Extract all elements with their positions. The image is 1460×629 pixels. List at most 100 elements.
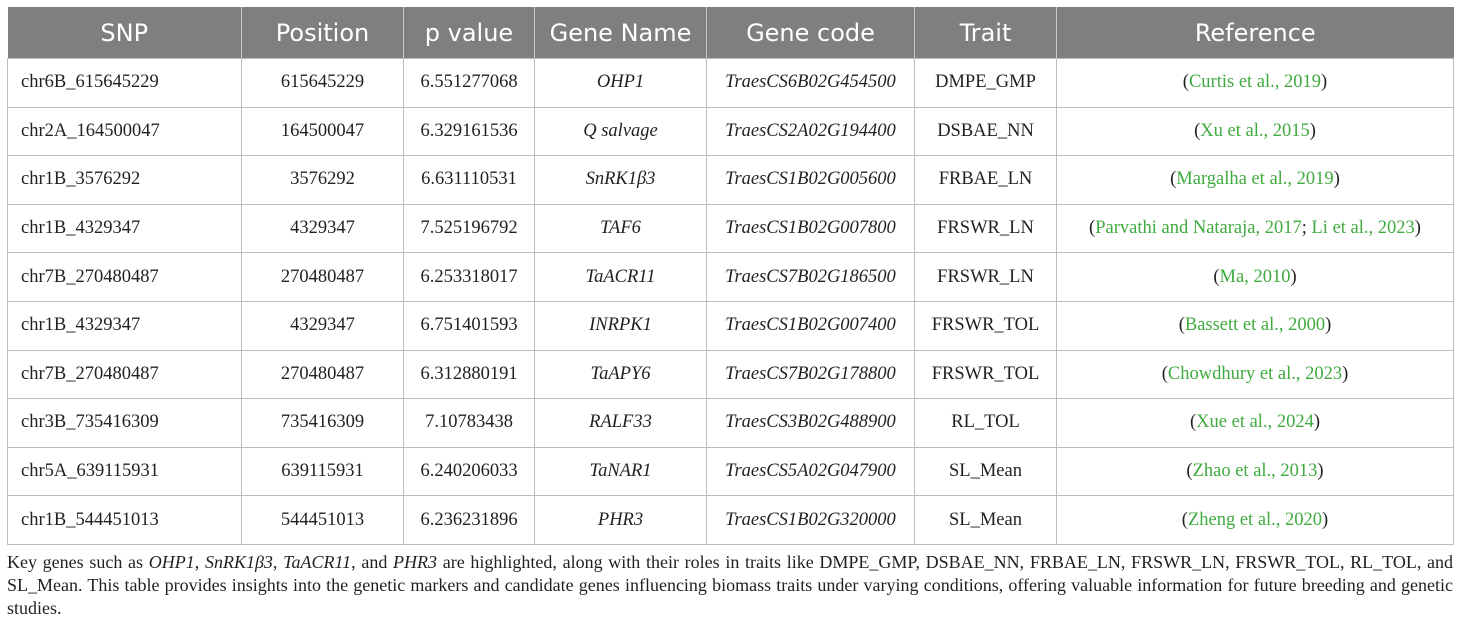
- position-cell: 164500047: [241, 106, 404, 157]
- paren-close: ): [1342, 363, 1349, 384]
- paren-open: (: [1186, 461, 1193, 482]
- header-p-value: p value: [403, 7, 535, 59]
- gene-code-cell: TraesCS7B02G186500: [706, 252, 915, 302]
- snp-cell: chr6B_615645229: [7, 58, 242, 108]
- gene-name-cell: OHP1: [534, 58, 707, 108]
- citation-link[interactable]: Zheng et al., 2020: [1187, 509, 1323, 530]
- snp-gene-table: SNP Position p value Gene Name Gene code…: [7, 7, 1454, 545]
- header-gene-code: Gene code: [706, 7, 915, 59]
- trait-cell: FRSWR_LN: [914, 203, 1057, 254]
- table-row: chr1B_3576292 3576292 6.631110531 SnRK1β3 Tr…: [7, 155, 1454, 205]
- reference-cell: (Parvathi and Nataraja, 2017; Li et al.,…: [1056, 203, 1454, 254]
- paren-open: (: [1089, 218, 1096, 239]
- paren-open: (: [1181, 509, 1188, 530]
- paren-open: (: [1161, 363, 1168, 384]
- gene-name-cell: Q salvage: [534, 106, 707, 157]
- reference-cell: (Margalha et al., 2019): [1056, 155, 1454, 205]
- p-value-cell: 6.312880191: [403, 349, 535, 400]
- paren-close: ): [1333, 169, 1340, 190]
- paren-close: ): [1290, 266, 1297, 287]
- paren-open: (: [1213, 266, 1220, 287]
- gene-name-cell: TAF6: [534, 203, 707, 254]
- paren-close: ): [1325, 315, 1332, 336]
- paren-close: ): [1313, 412, 1320, 433]
- table-row: chr6B_615645229 615645229 6.551277068 OHP1 T…: [7, 58, 1454, 108]
- trait-cell: DMPE_GMP: [914, 58, 1057, 108]
- p-value-cell: 6.329161536: [403, 106, 535, 157]
- citation-link[interactable]: Parvathi and Nataraja, 2017: [1095, 218, 1302, 239]
- paren-close: ): [1309, 120, 1316, 141]
- gene-code-cell: TraesCS6B02G454500: [706, 58, 915, 108]
- reference-cell: (Xue et al., 2024): [1056, 398, 1454, 448]
- gene-name-cell: TaACR11: [534, 252, 707, 302]
- table-caption: Key genes such as OHP1, SnRK1β3, TaACR11…: [7, 551, 1453, 620]
- snp-cell: chr1B_544451013: [7, 495, 242, 545]
- caption-gene-3: TaACR11: [283, 552, 352, 572]
- caption-gene-1: OHP1: [148, 552, 195, 572]
- snp-cell: chr5A_639115931: [7, 446, 242, 497]
- p-value-cell: 7.525196792: [403, 203, 535, 254]
- paren-close: ): [1317, 461, 1324, 482]
- snp-cell: chr1B_4329347: [7, 203, 242, 254]
- caption-sep: ,: [272, 552, 284, 572]
- table-row: chr5A_639115931 639115931 6.240206033 TaNAR…: [7, 446, 1454, 497]
- header-row: SNP Position p value Gene Name Gene code…: [7, 7, 1454, 59]
- table-row: chr2A_164500047 164500047 6.329161536 Q sal…: [7, 106, 1454, 157]
- p-value-cell: 6.751401593: [403, 300, 535, 351]
- gene-name-cell: TaAPY6: [534, 349, 707, 400]
- caption-rest: are highlighted, along with their roles …: [7, 552, 1454, 618]
- gene-name-cell: PHR3: [534, 495, 707, 545]
- citation-separator: ;: [1301, 218, 1312, 239]
- trait-cell: SL_Mean: [914, 446, 1057, 497]
- citation-link[interactable]: Li et al., 2023: [1311, 218, 1415, 239]
- table-row: chr1B_4329347 4329347 7.525196792 TAF6 Traes…: [7, 203, 1454, 254]
- paren-open: (: [1178, 315, 1185, 336]
- reference-cell: (Curtis et al., 2019): [1056, 58, 1454, 108]
- citation-link[interactable]: Curtis et al., 2019: [1188, 72, 1322, 93]
- citation-link[interactable]: Bassett et al., 2000: [1184, 315, 1326, 336]
- position-cell: 4329347: [241, 300, 404, 351]
- table-container: SNP Position p value Gene Name Gene code…: [7, 7, 1454, 545]
- position-cell: 735416309: [241, 398, 404, 448]
- citation-link[interactable]: Xue et al., 2024: [1196, 412, 1314, 433]
- reference-cell: (Zheng et al., 2020): [1056, 495, 1454, 545]
- citation-link[interactable]: Chowdhury et al., 2023: [1167, 363, 1343, 384]
- gene-name-cell: SnRK1β3: [534, 155, 707, 205]
- table-row: chr7B_270480487 270480487 6.253318017 TaACR…: [7, 252, 1454, 302]
- position-cell: 3576292: [241, 155, 404, 205]
- gene-code-cell: TraesCS1B02G007800: [706, 203, 915, 254]
- reference-cell: (Ma, 2010): [1056, 252, 1454, 302]
- citation-link[interactable]: Margalha et al., 2019: [1176, 169, 1334, 190]
- trait-cell: FRSWR_TOL: [914, 300, 1057, 351]
- snp-cell: chr3B_735416309: [7, 398, 242, 448]
- table-row: chr1B_544451013 544451013 6.236231896 PHR3 T…: [7, 495, 1454, 545]
- snp-cell: chr1B_3576292: [7, 155, 242, 205]
- citation-link[interactable]: Zhao et al., 2013: [1192, 461, 1318, 482]
- gene-code-cell: TraesCS7B02G178800: [706, 349, 915, 400]
- header-reference: Reference: [1056, 7, 1454, 59]
- p-value-cell: 6.631110531: [403, 155, 535, 205]
- trait-cell: FRSWR_TOL: [914, 349, 1057, 400]
- gene-name-cell: TaNAR1: [534, 446, 707, 497]
- gene-name-cell: INRPK1: [534, 300, 707, 351]
- snp-cell: chr2A_164500047: [7, 106, 242, 157]
- paren-close: ): [1321, 72, 1328, 93]
- citation-link[interactable]: Ma, 2010: [1219, 266, 1291, 287]
- citation-link[interactable]: Xu et al., 2015: [1200, 120, 1310, 141]
- paren-open: (: [1190, 412, 1197, 433]
- position-cell: 270480487: [241, 252, 404, 302]
- gene-code-cell: TraesCS3B02G488900: [706, 398, 915, 448]
- paren-close: ): [1414, 218, 1421, 239]
- caption-sep: ,: [194, 552, 205, 572]
- caption-sep: , and: [351, 552, 394, 572]
- gene-code-cell: TraesCS5A02G047900: [706, 446, 915, 497]
- table-row: chr1B_4329347 4329347 6.751401593 INRPK1 Tra…: [7, 300, 1454, 351]
- trait-cell: DSBAE_NN: [914, 106, 1057, 157]
- reference-cell: (Xu et al., 2015): [1056, 106, 1454, 157]
- gene-code-cell: TraesCS1B02G320000: [706, 495, 915, 545]
- snp-cell: chr7B_270480487: [7, 252, 242, 302]
- paren-close: ): [1322, 509, 1329, 530]
- position-cell: 544451013: [241, 495, 404, 545]
- paren-open: (: [1182, 72, 1189, 93]
- p-value-cell: 6.236231896: [403, 495, 535, 545]
